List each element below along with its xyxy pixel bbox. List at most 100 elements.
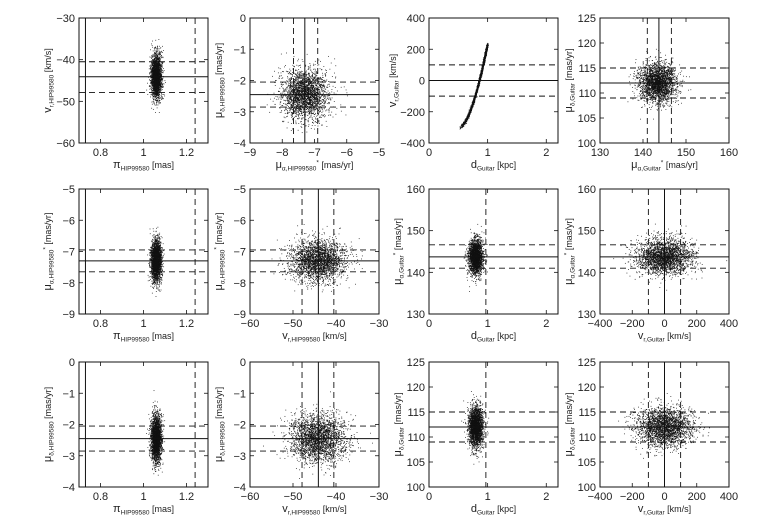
data-point (312, 79, 314, 81)
data-point (306, 82, 308, 84)
data-point (158, 100, 160, 102)
data-point (318, 110, 319, 111)
data-point (305, 71, 307, 73)
data-point (335, 76, 337, 78)
data-point (279, 68, 281, 70)
data-point (153, 83, 155, 85)
data-point (310, 115, 312, 117)
data-point (311, 98, 313, 100)
data-point (299, 107, 301, 109)
data-point (157, 56, 159, 58)
data-point (158, 90, 160, 92)
data-point (279, 107, 281, 109)
data-point (287, 76, 289, 78)
data-point (158, 66, 159, 68)
data-point (307, 79, 309, 81)
data-point (319, 96, 320, 98)
data-point (288, 82, 290, 84)
data-point (302, 89, 304, 91)
data-point (160, 87, 161, 89)
data-point (331, 91, 333, 93)
data-point (321, 90, 322, 92)
data-point (309, 107, 311, 109)
data-point (151, 62, 153, 64)
data-point (309, 82, 311, 84)
data-point (160, 95, 162, 96)
data-point (292, 115, 293, 117)
data-point (279, 112, 281, 113)
data-point (329, 68, 331, 70)
data-point (156, 86, 157, 88)
data-point (294, 96, 296, 98)
data-point (322, 101, 324, 103)
data-point (155, 47, 156, 49)
data-point (155, 66, 157, 68)
data-point (306, 97, 308, 99)
data-point (156, 56, 158, 57)
data-point (309, 90, 311, 91)
data-point (288, 99, 290, 101)
data-point (318, 77, 320, 79)
data-point (303, 75, 305, 77)
data-point (312, 77, 314, 79)
data-point (153, 67, 154, 68)
data-point (306, 70, 307, 72)
data-point (153, 93, 155, 95)
data-point (287, 100, 288, 102)
data-point (306, 92, 308, 94)
data-point (296, 64, 298, 66)
data-point (298, 79, 299, 81)
data-point (324, 80, 326, 82)
data-point (155, 64, 156, 65)
data-point (280, 94, 282, 96)
data-point (321, 105, 323, 106)
data-point (297, 87, 299, 89)
data-point (156, 88, 157, 90)
data-point (158, 60, 160, 62)
data-point (293, 98, 295, 99)
data-point (290, 83, 291, 85)
data-point (307, 88, 309, 90)
data-point (155, 61, 157, 62)
data-point (300, 104, 302, 106)
data-point (152, 60, 154, 62)
data-point (273, 97, 275, 99)
data-point (156, 101, 158, 103)
data-point (311, 95, 313, 96)
data-point (158, 84, 160, 86)
data-point (161, 86, 163, 88)
data-point (296, 95, 297, 97)
data-point (310, 97, 312, 99)
data-point (298, 109, 299, 111)
data-point (285, 94, 287, 96)
data-point (154, 49, 156, 51)
data-point (291, 96, 293, 98)
data-point (291, 85, 293, 86)
data-point (159, 82, 161, 84)
data-point (284, 109, 286, 111)
data-point (305, 97, 307, 99)
data-point (319, 92, 321, 94)
data-point (310, 80, 312, 82)
data-point (155, 56, 157, 58)
data-point (156, 95, 157, 97)
data-point (288, 79, 290, 81)
data-point (302, 124, 304, 125)
data-point (315, 106, 317, 107)
data-point (326, 97, 328, 99)
data-point (313, 108, 315, 110)
data-point (315, 73, 317, 75)
data-point (311, 110, 313, 112)
data-point (160, 80, 162, 81)
data-point (322, 76, 324, 78)
data-point (154, 73, 156, 75)
data-point (309, 77, 311, 79)
data-point (154, 72, 155, 73)
data-point (152, 79, 154, 80)
data-point (302, 74, 304, 76)
data-point (282, 82, 283, 84)
data-point (317, 101, 319, 103)
data-point (277, 91, 279, 92)
data-point (314, 99, 315, 101)
